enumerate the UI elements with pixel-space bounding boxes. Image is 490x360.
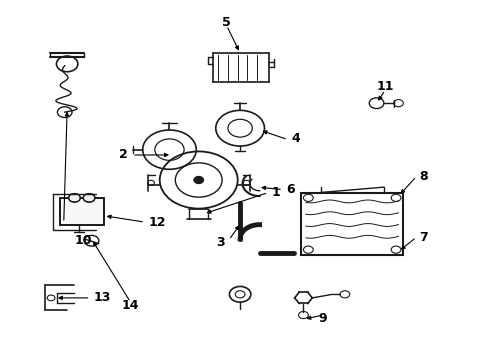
Circle shape [69, 194, 80, 202]
Text: 14: 14 [122, 298, 139, 311]
Text: 7: 7 [419, 231, 428, 244]
Text: 2: 2 [120, 148, 128, 162]
Text: 12: 12 [148, 216, 166, 229]
Text: 8: 8 [419, 170, 428, 183]
Bar [60, 198, 104, 225]
Circle shape [83, 194, 95, 202]
Text: 1: 1 [272, 186, 281, 199]
Text: 4: 4 [291, 132, 300, 145]
Bar [60, 198, 104, 225]
Circle shape [194, 176, 203, 184]
Text: 11: 11 [377, 80, 394, 93]
Text: 3: 3 [216, 236, 224, 249]
Text: 5: 5 [222, 15, 231, 28]
Bar [301, 193, 403, 255]
Text: 9: 9 [318, 312, 327, 325]
Text: 13: 13 [94, 291, 111, 305]
Text: 10: 10 [74, 234, 92, 247]
Text: 6: 6 [286, 183, 294, 196]
